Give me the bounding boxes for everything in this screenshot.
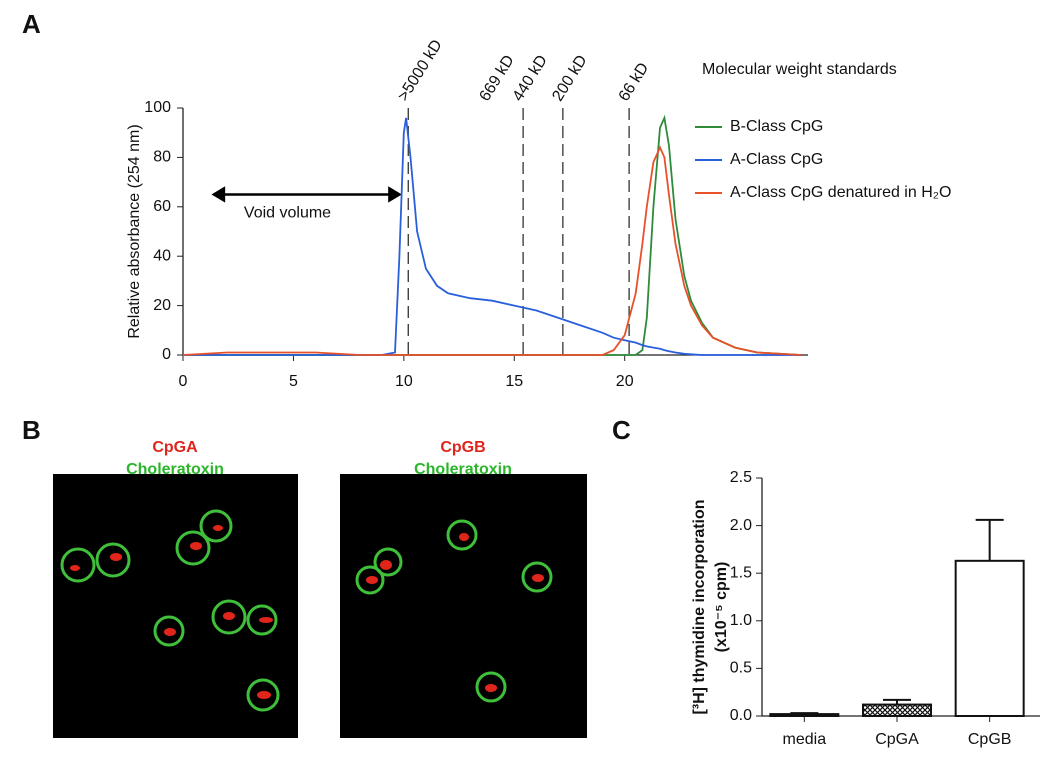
x-tick-label: CpGB: [968, 731, 1012, 748]
void-arrow: [211, 186, 402, 203]
marker-label: 66 kD: [616, 60, 653, 104]
y-tick-label: 80: [153, 149, 171, 166]
marker-label: 200 kD: [549, 52, 590, 104]
x-tick-label: 5: [289, 373, 298, 390]
y-axis-label: [³H] thymidine incorporation: [691, 499, 708, 714]
x-tick-label: 15: [505, 373, 523, 390]
y-tick-label: 1.0: [730, 612, 752, 629]
x-tick-label: 10: [395, 373, 413, 390]
panel-letter: B: [22, 415, 41, 445]
data-line: [182, 145, 802, 356]
data-line: [183, 114, 802, 356]
marker-label: >5000 kD: [395, 37, 446, 104]
x-tick-label: 20: [616, 373, 634, 390]
x-tick-label: 0: [179, 373, 188, 390]
y-axis-label: (x10⁻⁵ cpm): [713, 562, 730, 653]
legend-label: A-Class CpG denatured in H₂O: [730, 184, 951, 201]
image-label: CpGB: [440, 439, 485, 456]
legend-label: B-Class CpG: [730, 118, 823, 135]
panel-letter: C: [612, 415, 631, 445]
panel-letter: A: [22, 9, 41, 39]
bar: [954, 559, 1025, 717]
x-tick-label: CpGA: [875, 731, 919, 748]
y-tick-label: 0.0: [730, 707, 752, 724]
legend-label: A-Class CpG: [730, 151, 823, 168]
y-tick-label: 20: [153, 297, 171, 314]
bar: [862, 703, 932, 717]
y-tick-label: 40: [153, 247, 171, 264]
image-label: CpGA: [152, 439, 198, 456]
micrograph: [53, 474, 298, 738]
y-tick-label: 0: [162, 346, 171, 363]
y-axis-label: Relative absorbance (254 nm): [126, 124, 143, 338]
y-tick-label: 1.5: [730, 564, 752, 581]
image-label: Choleratoxin: [126, 461, 224, 478]
error-bar: [975, 518, 1004, 561]
y-tick-label: 2.0: [730, 517, 752, 534]
y-tick-label: 60: [153, 198, 171, 215]
markers-title: Molecular weight standards: [702, 61, 897, 78]
y-tick-label: 0.5: [730, 660, 752, 677]
void-label: Void volume: [244, 205, 331, 222]
micrograph: [340, 474, 587, 738]
axis: [182, 108, 808, 356]
y-tick-label: 100: [144, 99, 171, 116]
x-tick-label: media: [783, 731, 827, 748]
bar: [769, 713, 840, 718]
y-tick-label: 2.5: [730, 469, 752, 486]
data-line: [183, 117, 802, 356]
image-label: Choleratoxin: [414, 461, 512, 478]
